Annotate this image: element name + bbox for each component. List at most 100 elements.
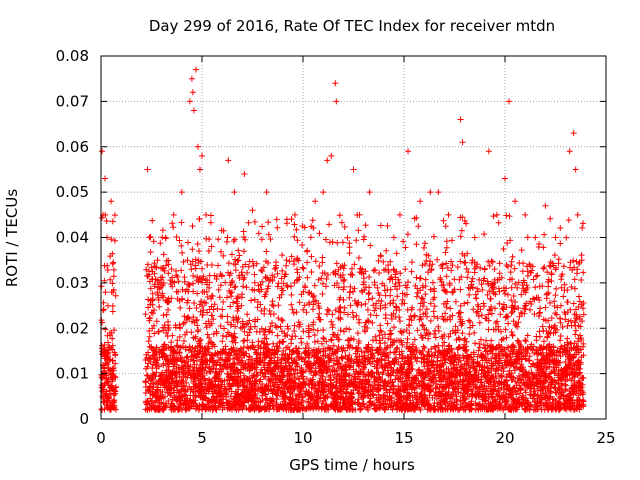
data-point — [366, 274, 373, 281]
data-point — [476, 276, 483, 283]
data-point — [98, 388, 105, 395]
data-point — [518, 385, 525, 392]
data-point — [147, 233, 154, 240]
data-point — [270, 303, 277, 310]
data-point — [376, 269, 383, 276]
data-point — [243, 284, 250, 291]
data-point — [448, 258, 455, 265]
data-point — [311, 332, 318, 339]
data-point — [100, 306, 107, 313]
data-point — [328, 318, 335, 325]
data-point — [168, 339, 175, 346]
data-point — [143, 266, 150, 273]
data-point — [164, 333, 171, 340]
data-point — [280, 338, 287, 345]
data-point — [102, 347, 109, 354]
data-point — [508, 284, 515, 291]
data-point — [293, 226, 300, 233]
data-point — [448, 267, 455, 274]
data-point — [387, 395, 394, 402]
data-point — [576, 293, 583, 300]
data-point — [435, 323, 442, 330]
data-point — [100, 367, 107, 374]
data-point — [308, 253, 315, 260]
data-point — [425, 373, 432, 380]
data-point — [580, 220, 587, 227]
data-point — [491, 266, 498, 273]
data-point — [365, 296, 372, 303]
data-point — [151, 283, 158, 290]
data-point — [466, 291, 473, 298]
data-point — [457, 258, 464, 265]
data-point — [109, 335, 116, 342]
data-point — [107, 344, 114, 351]
data-point — [213, 330, 220, 337]
data-point — [451, 276, 458, 283]
data-point — [336, 212, 343, 219]
data-point — [189, 280, 196, 287]
data-point — [388, 330, 395, 337]
data-point — [104, 332, 111, 339]
data-point — [299, 264, 306, 271]
data-point — [427, 317, 434, 324]
data-point — [275, 315, 282, 322]
data-point — [402, 244, 409, 251]
data-point — [516, 313, 523, 320]
data-point — [112, 360, 119, 367]
data-point — [104, 262, 111, 269]
data-point — [509, 332, 516, 339]
data-point — [279, 317, 286, 324]
data-point — [578, 276, 585, 283]
data-point — [111, 212, 118, 219]
scatter-points — [98, 66, 587, 413]
data-point — [416, 275, 423, 282]
data-point — [465, 317, 472, 324]
data-point — [110, 266, 117, 273]
data-point — [110, 400, 117, 407]
data-point — [186, 343, 193, 350]
data-point — [499, 305, 506, 312]
data-point — [333, 260, 340, 267]
data-point — [406, 330, 413, 337]
data-point — [397, 270, 404, 277]
data-point — [159, 227, 166, 234]
data-point — [284, 323, 291, 330]
data-point — [224, 313, 231, 320]
data-point — [377, 252, 384, 259]
data-point — [432, 334, 439, 341]
data-point — [524, 332, 531, 339]
data-point — [271, 274, 278, 281]
data-point — [356, 269, 363, 276]
data-point — [522, 338, 529, 345]
data-point — [411, 312, 418, 319]
data-point — [310, 326, 317, 333]
data-point — [396, 279, 403, 286]
data-point — [360, 400, 367, 407]
data-point — [189, 318, 196, 325]
data-point — [443, 304, 450, 311]
data-point — [163, 311, 170, 318]
data-point — [236, 252, 243, 259]
data-point — [253, 260, 260, 267]
data-point — [225, 260, 232, 267]
data-point — [439, 261, 446, 268]
data-point — [413, 293, 420, 300]
data-point — [103, 390, 110, 397]
data-point — [344, 234, 351, 241]
data-point — [530, 295, 537, 302]
data-point — [377, 222, 384, 229]
data-point — [365, 290, 372, 297]
data-point — [442, 249, 449, 256]
data-point — [503, 334, 510, 341]
data-point — [350, 336, 357, 343]
data-point — [319, 280, 326, 287]
data-point — [111, 399, 118, 406]
data-point — [384, 222, 391, 229]
data-point — [430, 308, 437, 315]
data-point — [479, 286, 486, 293]
data-point — [434, 256, 441, 263]
data-point — [422, 276, 429, 283]
data-point — [312, 258, 319, 265]
data-point — [274, 224, 281, 231]
data-point — [109, 302, 116, 309]
